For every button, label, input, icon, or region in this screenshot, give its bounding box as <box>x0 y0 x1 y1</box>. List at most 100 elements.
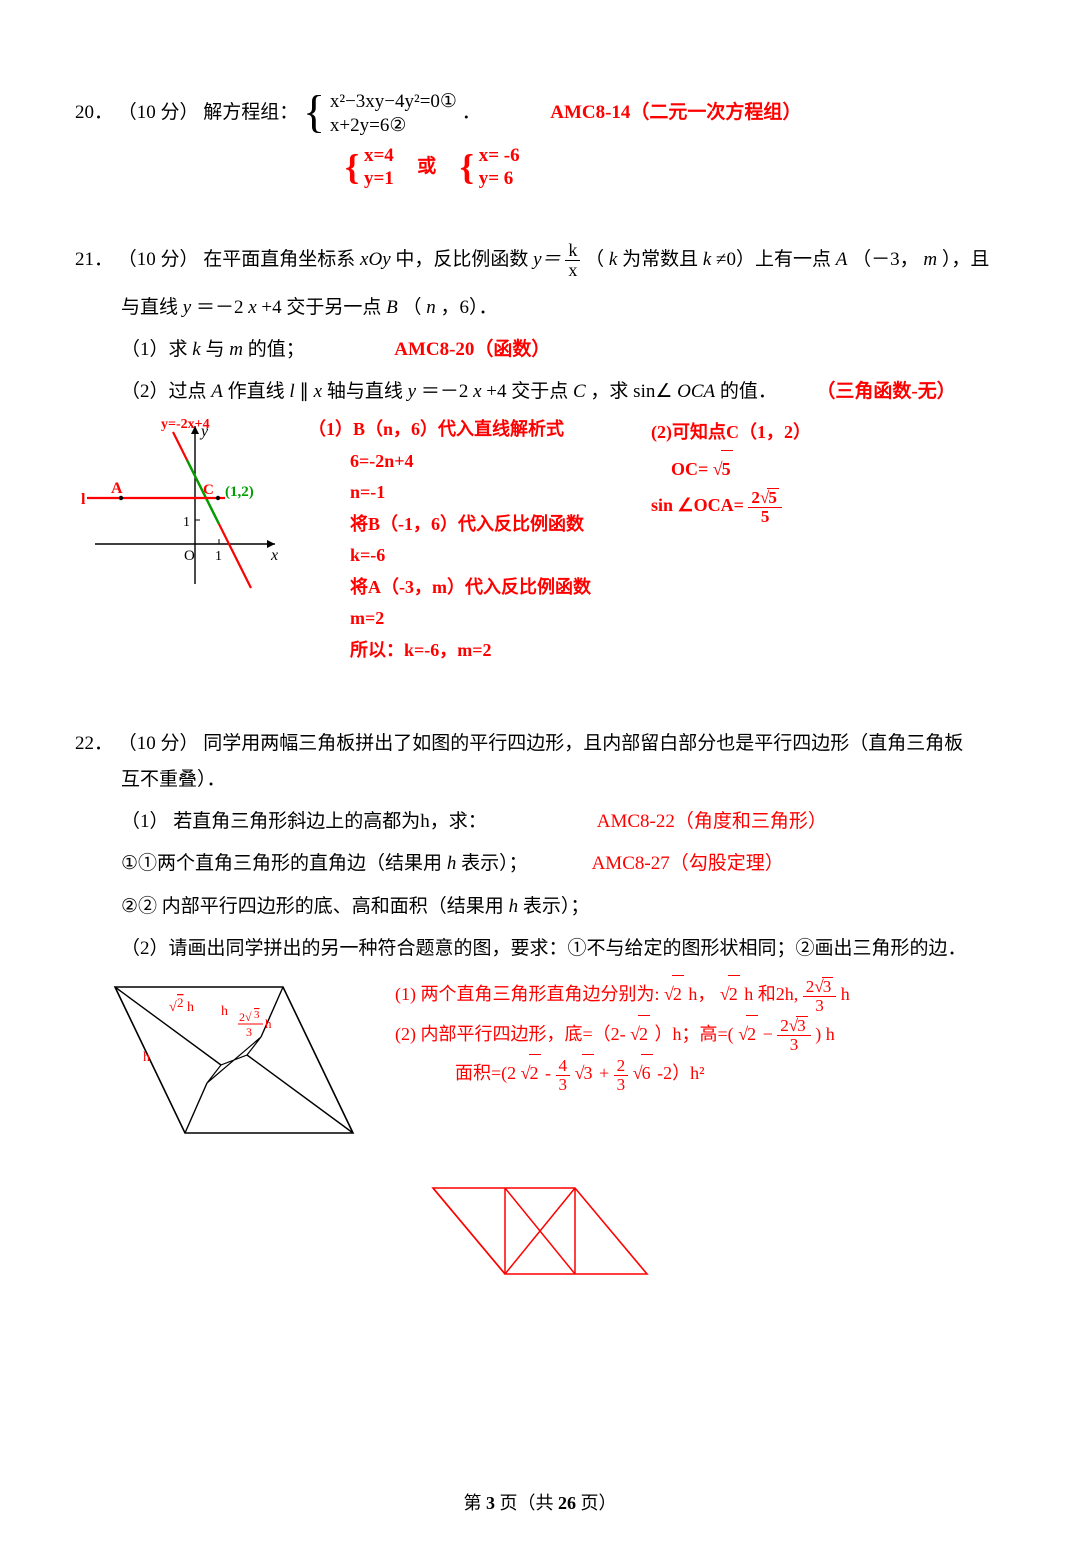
p20-tag: AMC8-14（二元一次方程组） <box>550 102 801 123</box>
p21-tag2: （三角函数-无） <box>816 381 955 402</box>
p21-s2-l3a: sin ∠OCA= <box>651 495 748 515</box>
p21-s1-l4: 将B（-1，6）代入反比例函数 <box>308 509 591 541</box>
p22-q1a: ①①两个直角三角形的直角边（结果用 h 表示）； <box>75 846 528 882</box>
p21-q2x2: x <box>473 381 481 402</box>
p21-q2OCA: OCA <box>677 381 715 402</box>
p20-label: 解方程组： <box>203 102 298 123</box>
svg-text:1: 1 <box>183 515 190 530</box>
p21-s1-l7: m=2 <box>308 603 591 635</box>
p22-ans3-a: 面积=(2 <box>455 1063 516 1083</box>
na: 2 <box>780 1016 789 1035</box>
p20-sol-a: x=4 y=1 <box>364 144 394 192</box>
p20-eq2: x+2y=6② <box>330 114 457 138</box>
p21-q1a: （1）求 <box>121 339 192 360</box>
p21-q2A: A <box>211 381 223 402</box>
svg-text:3: 3 <box>246 1025 252 1039</box>
p22-ans1-a: (1) 两个直角三角形直角边分别为: <box>395 984 660 1004</box>
p22-answers: (1) 两个直角三角形直角边分别为: √2 h， √2 h 和2h, 2√3 3… <box>395 975 850 1094</box>
p20-or: 或 <box>417 156 436 177</box>
p20-system: x²−3xy−4y²=0① x+2y=6② <box>330 90 457 138</box>
p22-q2: （2）请画出同学拼出的另一种符合题意的图，要求：①不与给定的图形状相同；②画出三… <box>75 931 1005 967</box>
p20-solutions: { x=4 y=1 或 { x= -6 y= 6 <box>75 144 1005 192</box>
p22-number: 22． <box>75 733 113 754</box>
p21-q2d: 轴与直线 <box>327 381 408 402</box>
p22-q1b-b: 表示）； <box>518 896 589 917</box>
svg-text:2√: 2√ <box>239 1010 252 1024</box>
p22-points: （10 分） <box>118 733 199 754</box>
svg-text:A: A <box>111 480 123 497</box>
p21-s1-l5: k=-6 <box>308 540 591 572</box>
p21-q1b: 与 <box>205 339 229 360</box>
p21-td: 为常数且 <box>622 249 703 270</box>
svg-text:h: h <box>187 1000 194 1015</box>
den: 3 <box>556 1076 571 1094</box>
p21-q2e: ＝－2 <box>421 381 469 402</box>
footer-b: 3 <box>486 1493 495 1513</box>
p20-sol-a2: y=1 <box>364 167 394 191</box>
p22-line2: 互不重叠）． <box>75 762 1005 798</box>
p21-s1-l2: 6=-2n+4 <box>308 446 591 478</box>
p21-work-area: y=-2x+4 y x O 1 1 A l C (1,2) （1）B（n，6）代… <box>75 414 1005 666</box>
num: 4 <box>556 1057 571 1076</box>
p21-tf: ），且 <box>942 249 990 270</box>
parallelogram-diagram-icon: √ 2 h h h 2√ 3 3 h <box>105 975 365 1145</box>
p21-k2: k <box>703 249 711 270</box>
p21-s1-l8: 所以：k=-6，m=2 <box>308 635 591 667</box>
p22-ans3-c: + <box>599 1063 609 1083</box>
p22-ans1-c: h 和2h, <box>744 984 798 1004</box>
p22-ans2-c: − <box>763 1024 778 1044</box>
svg-text:O: O <box>184 548 195 564</box>
p21-q2b: 作直线 <box>228 381 290 402</box>
frac-2-3: 2 3 <box>614 1057 629 1094</box>
p21-s2-frac-num: 2√5 <box>748 488 781 508</box>
p21-q2g: ，求 sin∠ <box>590 381 672 402</box>
p21-q1m: m <box>229 339 243 360</box>
problem-20: 20． （10 分） 解方程组： { x²−3xy−4y²=0① x+2y=6②… <box>75 90 1005 191</box>
footer-d: 26 <box>558 1493 576 1513</box>
p20-dot: ． <box>462 102 481 123</box>
svg-text:C: C <box>203 482 214 498</box>
p21-s1-l3: n=-1 <box>308 477 591 509</box>
p21-ta: 在平面直角坐标系 <box>203 249 360 270</box>
num: 2 <box>614 1057 629 1076</box>
p22-q1b-a: ② 内部平行四边形的底、高和面积（结果用 <box>138 896 509 917</box>
svg-text:h: h <box>221 1004 228 1019</box>
svg-text:h: h <box>265 1016 272 1031</box>
den: 3 <box>803 997 836 1015</box>
svg-text:l: l <box>81 491 86 508</box>
footer-a: 第 <box>464 1493 487 1513</box>
p22-work-area: √ 2 h h h 2√ 3 3 h (1) 两个直角三角形直角边分别为: √2… <box>75 975 1005 1158</box>
p22-ans3-b: - <box>545 1063 556 1083</box>
p21-q2C: C <box>573 381 586 402</box>
p21-points: （10 分） <box>118 249 199 270</box>
svg-text:y: y <box>199 423 209 440</box>
p21-q1k: k <box>192 339 200 360</box>
p21-solution-1: （1）B（n，6）代入直线解析式 6=-2n+4 n=-1 将B（-1，6）代入… <box>308 414 591 666</box>
svg-text:h: h <box>143 1050 150 1065</box>
frac-2rt3-3b: 2√3 3 <box>777 1016 810 1054</box>
p20-sol-b2: y= 6 <box>479 167 520 191</box>
svg-text:1: 1 <box>215 549 222 564</box>
p21-frac-num: k <box>565 241 580 261</box>
p22-ta: 同学用两幅三角板拼出了如图的平行四边形，且内部留白部分也是平行四边形（直角三角板 <box>203 733 963 754</box>
p22-ans1-d: h <box>841 984 850 1004</box>
p21-graph: y=-2x+4 y x O 1 1 A l C (1,2) <box>75 414 290 607</box>
p20-points: （10 分） <box>118 102 199 123</box>
p20-sol-b1: x= -6 <box>479 144 520 168</box>
num: 2√3 <box>777 1016 810 1036</box>
p21-te: （－3， <box>852 249 919 270</box>
p21-l2d: （ <box>402 297 421 318</box>
sqrt2c: 2 <box>638 1015 650 1054</box>
p21-m: m <box>923 249 937 270</box>
p21-s2-l2: OC= √5 <box>651 450 811 487</box>
p20-statement: 20． （10 分） 解方程组： { x²−3xy−4y²=0① x+2y=6②… <box>75 90 1005 138</box>
brace-icon: { <box>345 149 359 185</box>
p21-q2y: y <box>408 381 416 402</box>
circled-1-icon: ① <box>121 853 138 874</box>
p20-sol-a1: x=4 <box>364 144 394 168</box>
p21-y2: y <box>183 297 191 318</box>
p22-figure-1: √ 2 h h h 2√ 3 3 h <box>105 975 365 1158</box>
p22-tag1: AMC8-22（角度和三角形） <box>597 804 827 840</box>
num-b: 5 <box>767 488 779 507</box>
p21-A: A <box>836 249 848 270</box>
